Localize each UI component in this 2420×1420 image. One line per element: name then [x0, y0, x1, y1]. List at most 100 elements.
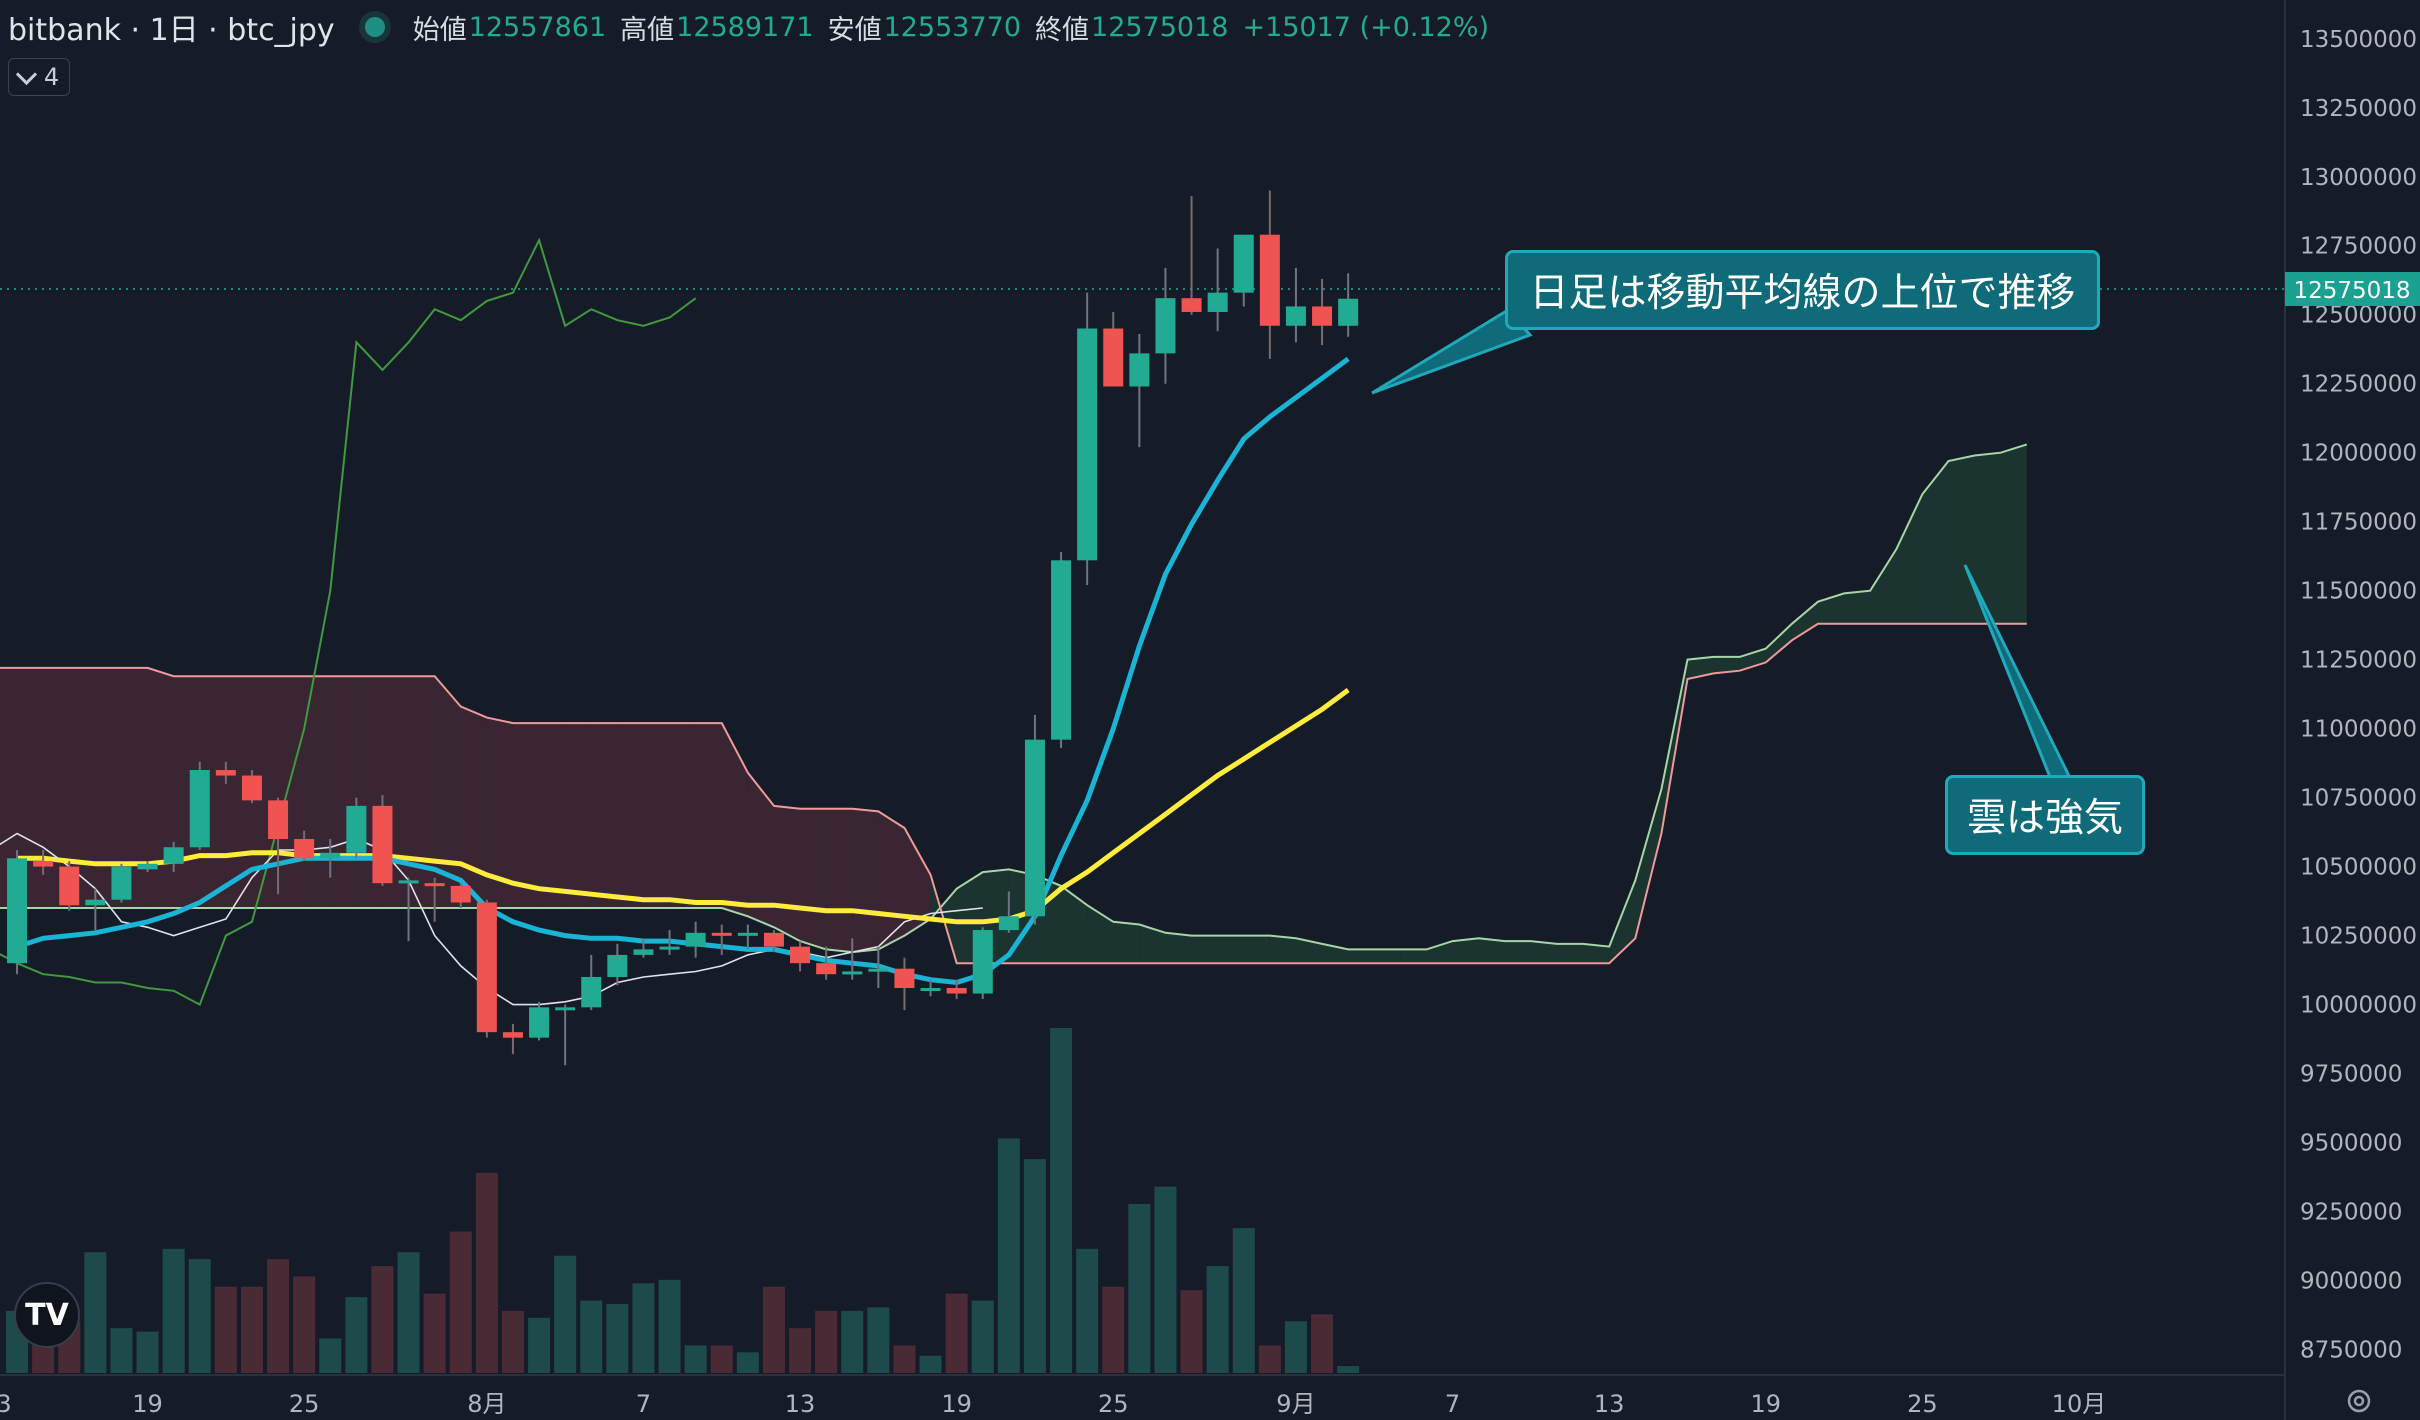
candle[interactable] [1338, 273, 1359, 337]
time-axis[interactable]: 3 19 25 8月 7 13 19 25 9月 7 13 19 25 10月 [0, 1390, 2106, 1418]
ma-callout: 日足は移動平均線の上位で推移 [1505, 250, 2100, 330]
candle[interactable] [476, 899, 497, 1038]
candle[interactable] [1207, 248, 1228, 332]
candle[interactable] [1155, 267, 1176, 384]
candle[interactable] [685, 921, 706, 958]
candle[interactable] [7, 850, 28, 975]
candle[interactable] [346, 797, 367, 859]
candle[interactable] [633, 938, 654, 958]
candle[interactable] [894, 957, 915, 1011]
candle[interactable] [816, 946, 837, 980]
candle[interactable] [607, 943, 628, 986]
candle-body [33, 861, 54, 867]
candle[interactable] [581, 954, 602, 1011]
time-tick-label: 25 [1907, 1390, 1938, 1418]
volume-bar [110, 1328, 133, 1373]
volume-bar [1076, 1248, 1099, 1373]
candle[interactable] [372, 794, 393, 886]
candle[interactable] [189, 761, 210, 851]
candle[interactable] [790, 941, 811, 972]
candle[interactable] [1259, 190, 1280, 359]
cloud-segment [17, 667, 44, 908]
candle-body [1077, 328, 1098, 561]
candle-body [346, 805, 367, 853]
cloud-segment [199, 676, 226, 908]
candle[interactable] [868, 946, 889, 989]
candle[interactable] [320, 839, 341, 878]
candle[interactable] [946, 979, 967, 1000]
candle-body [85, 899, 106, 906]
price-axis[interactable]: 13500000 13250000 13000000 12750000 12500000… [2300, 27, 2417, 1364]
time-tick-label: 13 [785, 1390, 816, 1418]
candle[interactable] [398, 877, 419, 942]
senkou-span-b-line [0, 622, 2027, 965]
candle[interactable] [59, 861, 80, 911]
volume-bar [319, 1338, 342, 1373]
candle[interactable] [711, 924, 732, 955]
volume-bar [684, 1345, 707, 1373]
volume-bar [1180, 1290, 1203, 1373]
candle-body [137, 863, 158, 870]
candle[interactable] [763, 930, 784, 953]
candlesticks[interactable] [7, 190, 1359, 1066]
candle[interactable] [659, 930, 680, 955]
candle[interactable] [555, 1004, 576, 1066]
tradingview-logo[interactable]: TV [14, 1282, 80, 1348]
volume-bar [580, 1300, 603, 1373]
symbol-title[interactable]: bitbank · 1日 · btc_jpy [8, 13, 335, 48]
candle[interactable] [450, 883, 471, 908]
last-price-tag-label: 12575018 [2293, 278, 2410, 304]
cloud-segment [460, 706, 487, 908]
cloud-segment [1295, 938, 1323, 964]
candle[interactable] [502, 1023, 523, 1055]
candle[interactable] [294, 830, 315, 862]
settings-gear-icon[interactable] [2344, 1386, 2374, 1416]
volume-bar [528, 1317, 551, 1373]
candle[interactable] [1312, 278, 1333, 346]
price-tick-label: 12000000 [2300, 441, 2417, 467]
candle[interactable] [1285, 267, 1306, 343]
candle[interactable] [1181, 196, 1202, 315]
cloud-segment [434, 676, 461, 908]
candle[interactable] [33, 850, 54, 875]
indicators-toggle-button[interactable]: 4 [8, 58, 70, 96]
candle[interactable] [972, 927, 993, 1000]
price-tick-label: 13000000 [2300, 165, 2417, 191]
candle[interactable] [1051, 552, 1072, 748]
open-label: 始値 [412, 14, 467, 46]
candle-body [1259, 234, 1280, 326]
cloud-segment [486, 717, 513, 908]
candle[interactable] [111, 863, 132, 903]
indicator-count: 4 [43, 63, 60, 91]
candle-body [502, 1032, 523, 1038]
candle[interactable] [737, 924, 758, 950]
candle[interactable] [215, 761, 236, 784]
candle-body [424, 883, 445, 887]
cloud-callout-text: 雲は強気 [1966, 796, 2123, 841]
candle-body [790, 946, 811, 964]
candle[interactable] [1103, 311, 1124, 387]
candle[interactable] [268, 797, 289, 895]
candle[interactable] [424, 877, 445, 922]
candle[interactable] [163, 841, 184, 873]
candle[interactable] [1129, 334, 1150, 448]
candle[interactable] [241, 770, 262, 804]
candle-body [816, 963, 837, 975]
candle[interactable] [85, 888, 106, 931]
volume-bar [1258, 1345, 1281, 1373]
candle-body [685, 932, 706, 947]
candle[interactable] [998, 891, 1019, 933]
candle[interactable] [842, 938, 863, 980]
price-tick-label: 13250000 [2300, 96, 2417, 122]
candle[interactable] [1233, 234, 1254, 307]
open-value: 12557861 [468, 11, 607, 43]
candle[interactable] [1077, 292, 1098, 586]
candle[interactable] [137, 861, 158, 873]
volume-bar [1050, 1028, 1073, 1373]
candle[interactable] [529, 1001, 550, 1041]
candle[interactable] [1024, 714, 1045, 925]
cloud-segment [1635, 789, 1662, 939]
price-tick-label: 9000000 [2300, 1268, 2402, 1294]
candle[interactable] [920, 979, 941, 997]
